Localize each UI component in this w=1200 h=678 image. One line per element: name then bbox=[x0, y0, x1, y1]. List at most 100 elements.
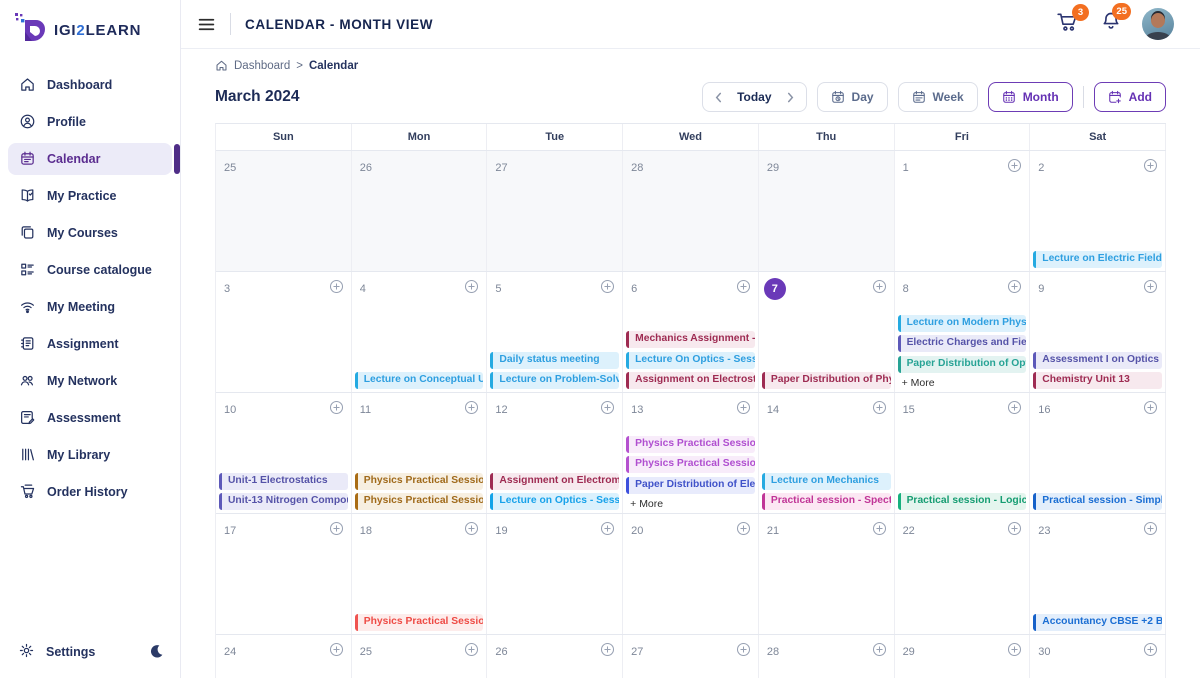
add-event-icon[interactable] bbox=[872, 521, 887, 536]
day-cell[interactable]: 29 bbox=[758, 151, 895, 271]
add-event-icon[interactable] bbox=[1143, 279, 1158, 294]
add-event-icon[interactable] bbox=[872, 400, 887, 415]
add-event-icon[interactable] bbox=[1007, 400, 1022, 415]
breadcrumb-dashboard[interactable]: Dashboard bbox=[234, 59, 291, 72]
day-cell[interactable]: 2 Lecture on Electric Field bbox=[1030, 151, 1166, 271]
calendar-event[interactable]: Daily status meeting bbox=[490, 351, 620, 369]
day-view-button[interactable]: Day bbox=[816, 82, 888, 112]
calendar-event[interactable]: Lecture on Modern Physics bbox=[897, 314, 1027, 332]
add-event-icon[interactable] bbox=[1007, 642, 1022, 657]
day-cell[interactable]: 29 bbox=[894, 635, 1031, 678]
add-event-icon[interactable] bbox=[1143, 400, 1158, 415]
month-view-button[interactable]: Month bbox=[987, 82, 1073, 112]
add-event-icon[interactable] bbox=[329, 642, 344, 657]
calendar-event[interactable]: Paper Distribution of Physi... bbox=[761, 372, 891, 389]
calendar-event[interactable]: Paper Distribution of Electr... bbox=[626, 476, 755, 494]
day-cell[interactable]: 30 bbox=[1030, 635, 1166, 678]
calendar-event[interactable]: Assignment on Electrostatics bbox=[626, 372, 755, 389]
sidebar-item-my-library[interactable]: My Library bbox=[8, 439, 172, 471]
calendar-event[interactable]: Accountancy CBSE +2 Boar... bbox=[1033, 614, 1162, 631]
calendar-event[interactable]: Practical session - Spectros... bbox=[761, 493, 891, 510]
add-event-icon[interactable] bbox=[1143, 521, 1158, 536]
calendar-event[interactable]: Physics Practical Session 1 bbox=[354, 493, 484, 510]
calendar-event[interactable]: Physics Practical Session - ... bbox=[354, 614, 484, 631]
day-cell[interactable]: 18 Physics Practical Session - ... bbox=[351, 514, 488, 634]
day-cell[interactable]: 1 bbox=[894, 151, 1031, 271]
day-cell[interactable]: 25 bbox=[351, 635, 488, 678]
add-event-icon[interactable] bbox=[464, 642, 479, 657]
day-cell[interactable]: 9 Assessment I on Optics Chemistry Unit 13 bbox=[1030, 272, 1166, 392]
add-event-icon[interactable] bbox=[464, 400, 479, 415]
day-cell[interactable]: 25 bbox=[216, 151, 352, 271]
week-view-button[interactable]: Week bbox=[897, 82, 978, 112]
day-cell[interactable]: 6 Mechanics Assignment - 1 Lecture On Opti… bbox=[623, 272, 759, 392]
settings-label[interactable]: Settings bbox=[46, 645, 96, 659]
hamburger-menu-icon[interactable] bbox=[197, 15, 216, 34]
calendar-event[interactable]: Lecture On Optics - Session I bbox=[626, 351, 755, 369]
calendar-event[interactable]: Assignment on Electromag... bbox=[490, 472, 620, 490]
day-cell[interactable]: 7 Paper Distribution of Physi... bbox=[758, 272, 895, 392]
cart-button[interactable]: 3 bbox=[1056, 3, 1089, 38]
day-cell[interactable]: 22 bbox=[894, 514, 1031, 634]
more-events-link[interactable]: + More bbox=[901, 377, 935, 389]
add-event-icon[interactable] bbox=[600, 521, 615, 536]
calendar-event[interactable]: Chemistry Unit 13 bbox=[1033, 372, 1162, 389]
avatar[interactable] bbox=[1142, 8, 1174, 40]
day-cell[interactable]: 20 bbox=[623, 514, 759, 634]
sidebar-item-my-meeting[interactable]: My Meeting bbox=[8, 291, 172, 323]
add-event-icon[interactable] bbox=[736, 521, 751, 536]
add-event-icon[interactable] bbox=[600, 400, 615, 415]
day-cell[interactable]: 27 bbox=[623, 635, 759, 678]
add-event-icon[interactable] bbox=[736, 400, 751, 415]
add-event-icon[interactable] bbox=[1007, 158, 1022, 173]
notifications-button[interactable]: 25 bbox=[1100, 3, 1131, 38]
day-cell[interactable]: 24 bbox=[216, 635, 352, 678]
day-cell[interactable]: 3 bbox=[216, 272, 352, 392]
add-event-icon[interactable] bbox=[464, 279, 479, 294]
sidebar-item-my-practice[interactable]: My Practice bbox=[8, 180, 172, 212]
day-cell[interactable]: 12 Assignment on Electromag... Lecture on … bbox=[487, 393, 624, 513]
add-event-icon[interactable] bbox=[329, 521, 344, 536]
add-event-icon[interactable] bbox=[1143, 158, 1158, 173]
add-event-icon[interactable] bbox=[600, 279, 615, 294]
day-cell[interactable]: 4 Lecture on Conceptual Und... bbox=[351, 272, 488, 392]
sidebar-item-course-catalogue[interactable]: Course catalogue bbox=[8, 254, 172, 286]
calendar-event[interactable]: Unit-1 Electrostatics bbox=[219, 472, 348, 490]
calendar-event[interactable]: Lecture on Electric Field bbox=[1033, 251, 1162, 268]
sidebar-item-assignment[interactable]: Assignment bbox=[8, 328, 172, 360]
dark-mode-moon-icon[interactable] bbox=[148, 643, 164, 662]
today-button[interactable]: Today bbox=[737, 90, 772, 104]
add-event-icon[interactable] bbox=[872, 642, 887, 657]
calendar-event[interactable]: Lecture on Mechanics bbox=[761, 472, 891, 490]
next-month-button[interactable] bbox=[786, 92, 795, 103]
day-cell[interactable]: 15 Practical session - Logic Ga... bbox=[894, 393, 1031, 513]
calendar-event[interactable]: Physics Practical Session 2 bbox=[626, 435, 755, 453]
day-cell[interactable]: 10 Unit-1 Electrostatics Unit-13 Nitrogen … bbox=[216, 393, 352, 513]
sidebar-item-my-courses[interactable]: My Courses bbox=[8, 217, 172, 249]
calendar-event[interactable]: Lecture on Problem-Solvin... bbox=[490, 372, 620, 389]
day-cell[interactable]: 19 bbox=[487, 514, 624, 634]
add-event-icon[interactable] bbox=[872, 279, 887, 294]
add-event-icon[interactable] bbox=[464, 521, 479, 536]
sidebar-item-my-network[interactable]: My Network bbox=[8, 365, 172, 397]
calendar-event[interactable]: Assessment I on Optics bbox=[1033, 351, 1162, 369]
day-cell[interactable]: 27 bbox=[487, 151, 624, 271]
calendar-event[interactable]: Mechanics Assignment - 1 bbox=[626, 331, 755, 348]
add-event-icon[interactable] bbox=[1007, 521, 1022, 536]
day-cell[interactable]: 23 Accountancy CBSE +2 Boar... bbox=[1030, 514, 1166, 634]
day-cell[interactable]: 28 bbox=[623, 151, 759, 271]
add-event-icon[interactable] bbox=[329, 400, 344, 415]
day-cell[interactable]: 26 bbox=[487, 635, 624, 678]
add-event-icon[interactable] bbox=[600, 642, 615, 657]
day-cell[interactable]: 8 Lecture on Modern Physics Electric Charg… bbox=[894, 272, 1031, 392]
calendar-event[interactable]: Physics Practical Session 2 bbox=[626, 456, 755, 473]
sidebar-item-profile[interactable]: Profile bbox=[8, 106, 172, 138]
calendar-event[interactable]: Electric Charges and Fields bbox=[897, 335, 1027, 352]
add-event-icon[interactable] bbox=[329, 279, 344, 294]
day-cell[interactable]: 26 bbox=[351, 151, 488, 271]
calendar-event[interactable]: Paper Distribution of Optic... bbox=[897, 355, 1027, 373]
add-event-icon[interactable] bbox=[736, 642, 751, 657]
calendar-event[interactable]: Lecture on Optics - Session II bbox=[490, 493, 620, 510]
